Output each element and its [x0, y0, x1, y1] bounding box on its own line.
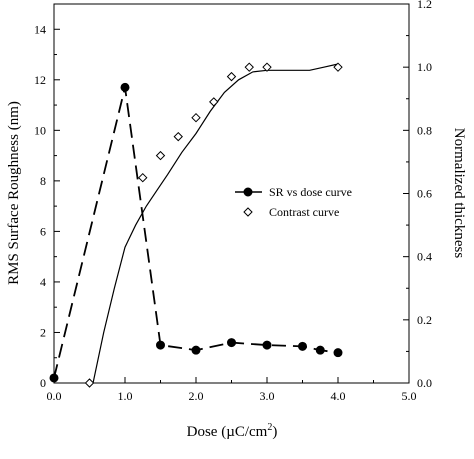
- sr-point: [298, 341, 307, 351]
- contrast-point: [244, 62, 254, 72]
- sr-point: [191, 345, 201, 355]
- sr-point: [156, 340, 165, 350]
- left-y-tick-label: 4: [40, 275, 46, 289]
- x-tick-label: 2.0: [189, 389, 204, 403]
- sr-point: [227, 338, 236, 348]
- right-y-tick-label: 0.6: [417, 187, 432, 201]
- sr-series-line: [53, 87, 339, 379]
- x-tick-label: 1.0: [118, 389, 133, 403]
- plot-frame: [53, 3, 410, 384]
- legend-sr-label: SR vs dose curve: [269, 185, 352, 199]
- contrast-point: [138, 173, 148, 183]
- legend: SR vs dose curve Contrast curve: [235, 185, 352, 219]
- left-y-tick-label: 12: [34, 73, 46, 87]
- x-tick-labels: 0.0 1.0 2.0 3.0 4.0 5.0: [47, 389, 417, 403]
- contrast-point: [84, 378, 95, 388]
- contrast-point: [226, 71, 237, 82]
- sr-point: [262, 340, 272, 350]
- contrast-point: [333, 62, 343, 72]
- sr-point: [49, 373, 59, 383]
- right-y-tick-labels: 0.0 0.2 0.4 0.6 0.8 1.0 1.2: [417, 0, 432, 390]
- fit-curve-line: [92, 63, 339, 384]
- left-y-axis-title: RMS Surface Roughness (nm): [6, 101, 22, 285]
- legend-contrast-marker: [243, 207, 253, 217]
- left-y-tick-label: 6: [40, 224, 46, 238]
- x-axis-title: Dose (µC/cm2): [187, 422, 278, 440]
- right-y-tick-label: 1.2: [417, 0, 432, 11]
- right-y-tick-label: 0.8: [417, 123, 432, 137]
- contrast-point: [173, 131, 183, 142]
- contrast-point: [262, 62, 272, 72]
- left-y-tick-label: 8: [40, 174, 46, 188]
- left-y-tick-label: 14: [34, 22, 46, 36]
- right-y-tick-label: 0.4: [417, 250, 432, 264]
- right-y-tick-label: 0.0: [417, 376, 432, 390]
- contrast-point: [155, 150, 166, 161]
- legend-sr-marker: [243, 187, 253, 197]
- contrast-fit-curve: [92, 63, 339, 384]
- sr-dashed-line: [53, 87, 339, 379]
- left-y-tick-label: 0: [40, 376, 46, 390]
- left-y-tick-label: 10: [34, 123, 46, 137]
- left-y-tick-label: 2: [40, 325, 46, 339]
- x-tick-label: 5.0: [402, 389, 417, 403]
- tick-marks: [53, 3, 410, 384]
- sr-point: [333, 348, 343, 358]
- left-y-tick-labels: 0 2 4 6 8 10 12 14: [34, 22, 46, 390]
- x-tick-label: 0.0: [47, 389, 62, 403]
- data-points: [49, 62, 343, 388]
- contrast-point: [191, 112, 201, 123]
- right-y-tick-label: 0.2: [417, 313, 432, 327]
- contrast-point: [209, 97, 219, 107]
- right-y-axis-title: Normalized thickness: [451, 128, 467, 259]
- x-tick-label: 3.0: [260, 389, 275, 403]
- x-tick-label: 4.0: [331, 389, 346, 403]
- sr-point: [120, 82, 130, 92]
- sr-point: [315, 345, 325, 355]
- right-y-tick-label: 1.0: [417, 60, 432, 74]
- legend-contrast-label: Contrast curve: [269, 205, 339, 219]
